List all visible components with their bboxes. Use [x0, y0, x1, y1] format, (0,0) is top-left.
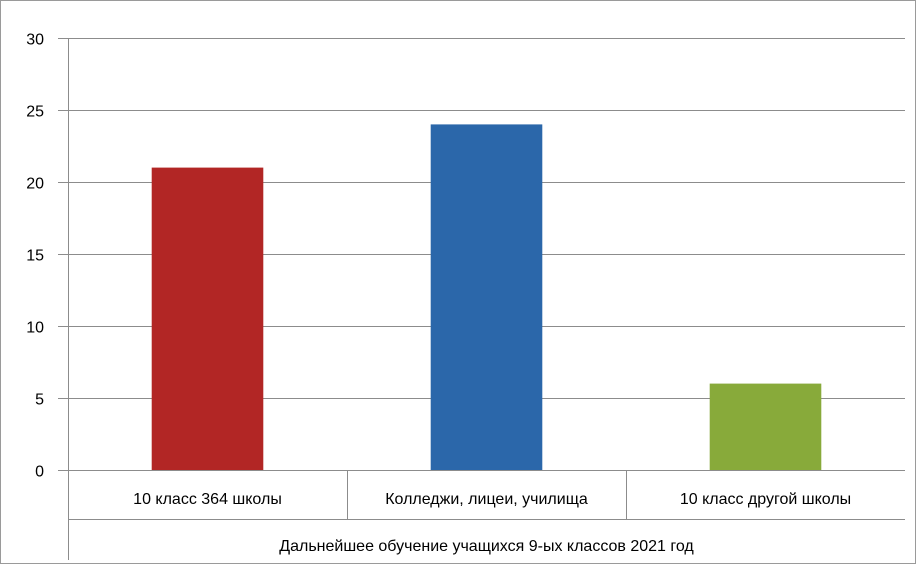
axes — [68, 38, 905, 560]
x-category-label: 10 класс 364 школы — [133, 491, 282, 508]
bar — [430, 124, 543, 471]
x-category-label: Колледжи, лицеи, училища — [385, 491, 588, 508]
y-tick-label: 0 — [35, 464, 44, 481]
y-tick-label: 5 — [35, 392, 44, 409]
y-tick-label: 20 — [26, 176, 44, 193]
y-tick-label: 15 — [26, 248, 44, 265]
bar — [151, 167, 264, 470]
y-tick-label: 30 — [26, 32, 44, 49]
y-axis-ticks: 0 5 10 15 20 25 30 — [26, 32, 44, 481]
bar — [709, 383, 822, 470]
bars — [151, 124, 822, 471]
y-tick-label: 10 — [26, 320, 44, 337]
x-axis-group-label: Дальнейшее обучение учащихся 9-ых классо… — [279, 538, 694, 555]
x-axis-categories: 10 класс 364 школы Колледжи, лицеи, учили… — [133, 470, 851, 519]
x-category-label: 10 класс другой школы — [680, 491, 851, 508]
y-tick-label: 25 — [26, 104, 44, 121]
